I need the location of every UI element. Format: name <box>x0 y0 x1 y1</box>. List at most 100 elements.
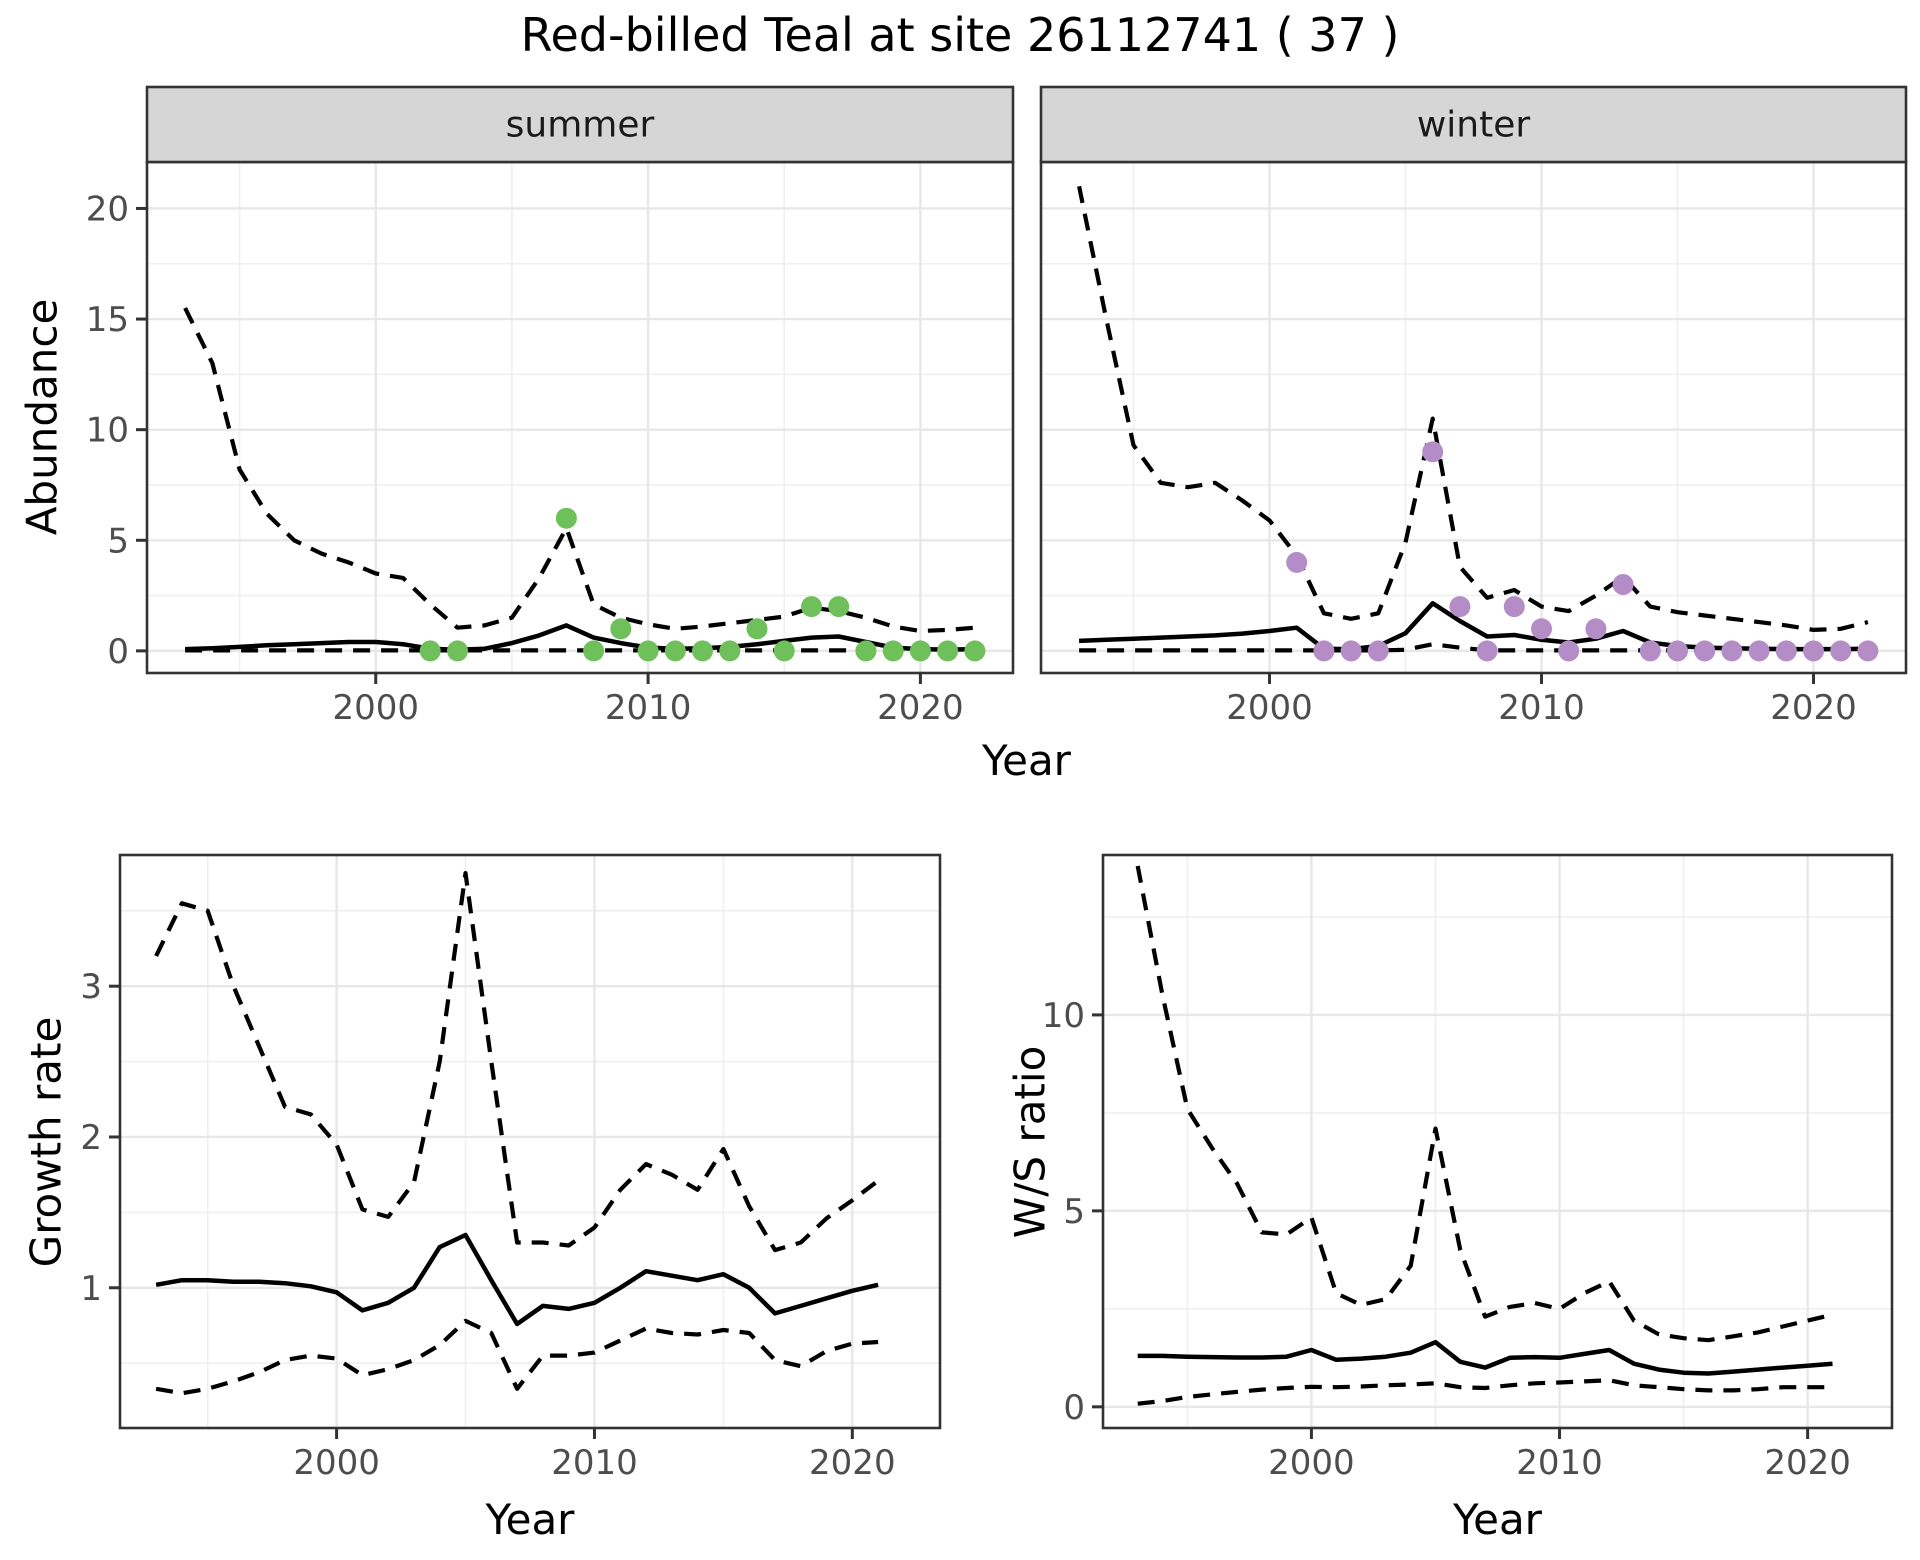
series-lines <box>1135 865 1833 1406</box>
y-tick-label: 20 <box>86 189 129 229</box>
facet-strip-label: winter <box>1417 105 1531 146</box>
line-upper_ci <box>183 307 976 634</box>
data-point <box>1721 640 1743 662</box>
data-point <box>828 596 850 618</box>
data-point <box>1803 640 1824 662</box>
panel-background <box>1103 855 1892 1428</box>
data-point <box>1367 640 1389 662</box>
data-point <box>555 507 577 529</box>
data-point <box>937 640 959 662</box>
facet-strip-winter: winter <box>1039 85 1908 164</box>
panel-growth_rate: 2000 2010 2020 1 2 3 <box>80 853 942 1483</box>
data-point <box>1422 441 1444 463</box>
facet-strip-label: summer <box>506 105 655 146</box>
data-point <box>1775 640 1797 662</box>
gridlines <box>120 855 940 1428</box>
data-point <box>419 640 441 662</box>
x-tick-label: 2020 <box>1764 1443 1851 1483</box>
line-upper_ci <box>1077 185 1869 632</box>
data-point <box>692 640 713 662</box>
data-point <box>610 618 632 640</box>
y-axis-ws_ratio: 0 5 10 <box>1042 996 1103 1428</box>
y-tick-label: 1 <box>80 1269 102 1309</box>
line-lower_ci <box>155 1318 879 1396</box>
y-tick-label: 10 <box>1042 996 1085 1036</box>
data-point <box>964 640 986 662</box>
panel-background <box>147 162 1013 673</box>
x-axis-winter: 2000 2010 2020 <box>1226 673 1857 728</box>
panel-summer: summer 2000 2010 2020 0 5 10 15 20 <box>86 85 1015 728</box>
gridlines <box>1041 162 1906 673</box>
y-axis-summer: 0 5 10 15 20 <box>86 189 147 672</box>
x-axis-ws_ratio: 2000 2010 2020 <box>1268 1428 1851 1483</box>
panel-border <box>1101 853 1894 1430</box>
data-point <box>882 640 904 662</box>
panel-border <box>118 853 942 1430</box>
line-mean <box>1137 1339 1833 1376</box>
data-point <box>447 640 468 662</box>
observed-points <box>419 507 986 662</box>
x-tick-label: 2020 <box>877 688 964 728</box>
data-point <box>1313 640 1335 662</box>
x-tick-label: 2010 <box>551 1443 638 1483</box>
panel-background <box>120 855 940 1428</box>
line-mean <box>185 623 975 653</box>
y-axis-title-growth-rate: Growth rate <box>21 1016 71 1268</box>
y-axis-growth_rate: 1 2 3 <box>80 967 120 1309</box>
y-tick-label: 0 <box>107 632 129 672</box>
data-point <box>1585 618 1607 640</box>
data-point <box>1449 596 1471 618</box>
y-axis-title-abundance: Abundance <box>17 298 67 536</box>
y-tick-label: 15 <box>86 300 129 340</box>
data-point <box>1503 596 1525 618</box>
data-point <box>1612 574 1634 595</box>
x-tick-label: 2000 <box>1268 1443 1355 1483</box>
line-upper_ci <box>1135 865 1833 1343</box>
data-point <box>1694 640 1716 662</box>
data-point <box>583 640 605 662</box>
panel-background <box>1041 162 1906 673</box>
data-point <box>1639 640 1661 662</box>
data-point <box>746 618 768 640</box>
x-tick-label: 2020 <box>809 1443 896 1483</box>
x-tick-label: 2010 <box>605 688 692 728</box>
figure-title: Red-billed Teal at site 26112741 ( 37 ) <box>520 8 1400 62</box>
x-axis-title-year-top: Year <box>982 736 1071 785</box>
x-tick-label: 2000 <box>332 688 419 728</box>
gridlines <box>1103 855 1892 1428</box>
series-lines <box>154 871 880 1396</box>
facet-strip-summer: summer <box>145 85 1015 164</box>
x-axis-title-year-bottom-left: Year <box>485 1495 575 1544</box>
line-mean <box>155 1232 879 1327</box>
y-tick-label: 5 <box>107 521 129 561</box>
x-tick-label: 2000 <box>293 1443 380 1483</box>
data-point <box>664 640 686 662</box>
data-point <box>773 640 795 662</box>
x-axis-title-year-bottom-right: Year <box>1453 1495 1542 1544</box>
x-tick-label: 2010 <box>1516 1443 1603 1483</box>
data-point <box>1476 640 1498 662</box>
line-lower_ci <box>1137 1378 1833 1406</box>
data-point <box>801 596 822 618</box>
panel-ws_ratio: 2000 2010 2020 0 5 10 <box>1042 853 1894 1483</box>
x-tick-label: 2000 <box>1226 688 1313 728</box>
observed-points <box>1286 441 1879 662</box>
y-tick-label: 10 <box>86 411 129 451</box>
y-axis-title-ws-ratio: W/S ratio <box>1005 1045 1055 1239</box>
panel-winter: winter 2000 2010 2020 <box>1039 85 1908 728</box>
data-point <box>719 640 741 662</box>
y-tick-label: 2 <box>80 1118 102 1158</box>
x-tick-label: 2010 <box>1498 688 1585 728</box>
y-tick-label: 5 <box>1063 1192 1085 1232</box>
x-axis-summer: 2000 2010 2020 <box>332 673 964 728</box>
x-axis-growth_rate: 2000 2010 2020 <box>293 1428 896 1483</box>
x-tick-label: 2020 <box>1770 688 1857 728</box>
series-lines <box>183 307 976 653</box>
data-point <box>1667 640 1688 662</box>
data-point <box>637 640 659 662</box>
line-upper_ci <box>154 871 880 1253</box>
data-point <box>1830 640 1852 662</box>
data-point <box>1748 640 1770 662</box>
